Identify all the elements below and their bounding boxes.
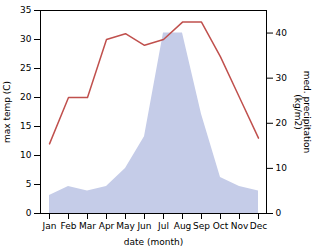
svg-text:5: 5 xyxy=(26,179,32,189)
svg-text:Oct: Oct xyxy=(213,221,229,231)
svg-text:15: 15 xyxy=(20,121,31,131)
svg-text:Jul: Jul xyxy=(157,221,169,231)
svg-text:Sep: Sep xyxy=(193,221,210,231)
svg-text:40: 40 xyxy=(276,28,288,38)
svg-text:20: 20 xyxy=(20,92,32,102)
svg-text:Aug: Aug xyxy=(174,221,192,231)
svg-text:20: 20 xyxy=(276,118,288,128)
svg-text:Jan: Jan xyxy=(42,221,57,231)
svg-text:med. precipitation(kg/m2): med. precipitation(kg/m2) xyxy=(293,71,312,153)
svg-text:25: 25 xyxy=(20,63,31,73)
svg-text:date (month): date (month) xyxy=(124,237,183,247)
svg-text:0: 0 xyxy=(26,208,32,218)
svg-text:30: 30 xyxy=(276,73,288,83)
svg-text:Feb: Feb xyxy=(61,221,77,231)
svg-text:Mar: Mar xyxy=(79,221,96,231)
svg-text:Apr: Apr xyxy=(99,221,115,231)
svg-text:30: 30 xyxy=(20,34,32,44)
svg-text:May: May xyxy=(116,221,135,231)
svg-text:10: 10 xyxy=(20,150,32,160)
svg-text:0: 0 xyxy=(276,208,282,218)
svg-text:Dec: Dec xyxy=(250,221,267,231)
svg-text:35: 35 xyxy=(20,5,31,15)
svg-text:10: 10 xyxy=(276,163,288,173)
svg-text:Nov: Nov xyxy=(231,221,249,231)
svg-text:Jun: Jun xyxy=(136,221,151,231)
svg-text:max temp (C): max temp (C) xyxy=(2,81,12,143)
